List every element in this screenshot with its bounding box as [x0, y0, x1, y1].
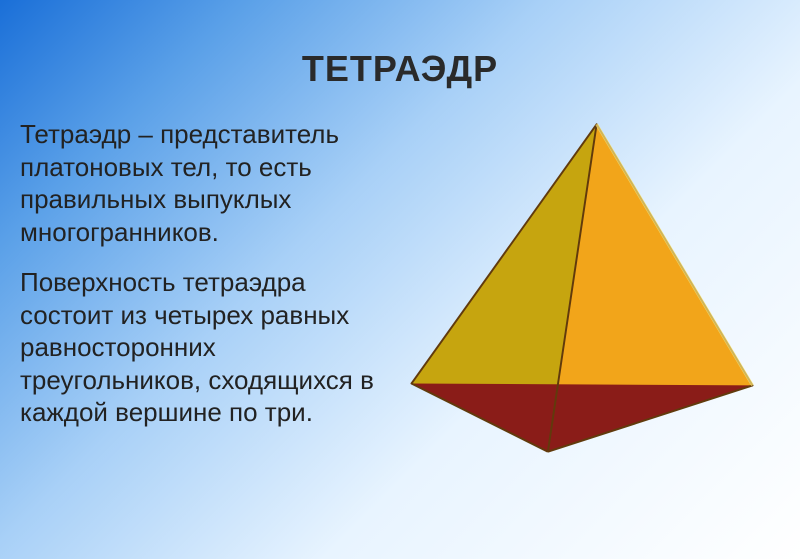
paragraph-1: Тетраэдр – представитель платоновых тел,…: [20, 118, 400, 248]
paragraph-2: Поверхность тетраэдра состоит из четырех…: [20, 266, 400, 429]
slide: ТЕТРАЭДР Тетраэдр – представитель платон…: [0, 0, 800, 559]
tetrahedron-svg: [392, 108, 772, 468]
body-text-block: Тетраэдр – представитель платоновых тел,…: [20, 118, 400, 447]
tetrahedron-figure: [392, 108, 772, 468]
slide-title: ТЕТРАЭДР: [0, 48, 800, 90]
